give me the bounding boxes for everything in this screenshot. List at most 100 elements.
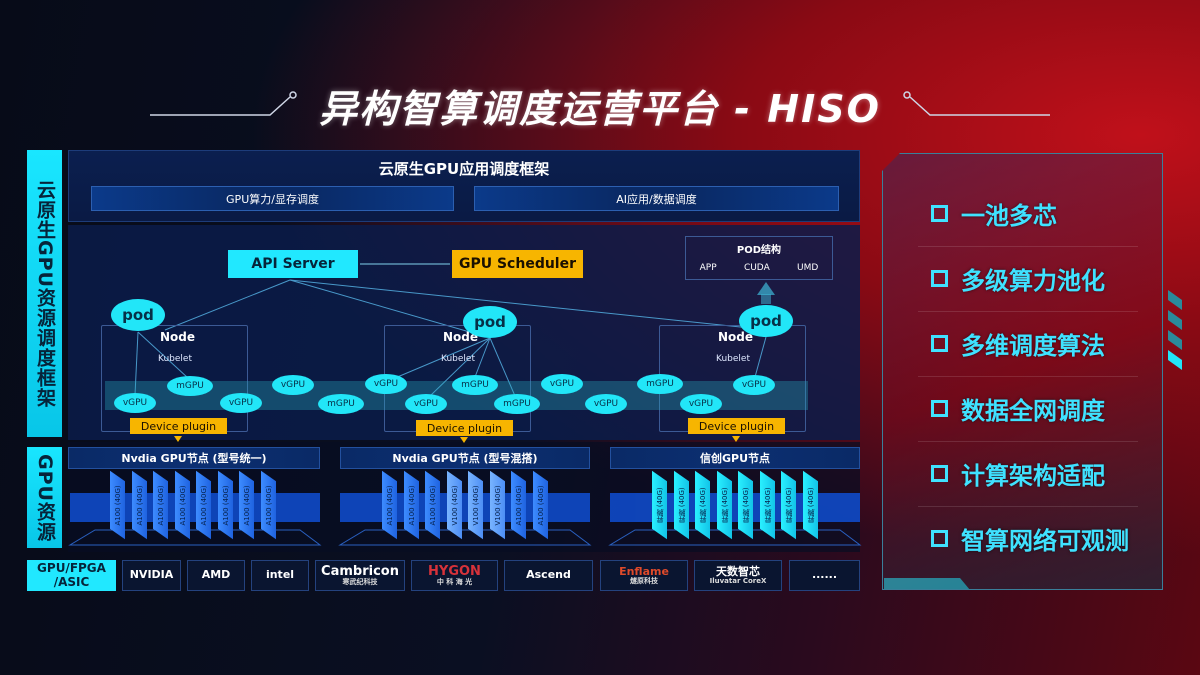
gpu-chip: 昇腾 (40G) [781,470,796,540]
feature-label: 一池多芯 [961,202,1057,230]
vendor-logo-: 天数智芯 Iluvatar CoreX [694,560,782,591]
vendor-name: ...... [811,568,838,582]
gpu-chip-label: A100 (40G) [536,484,544,526]
gpu-chip-label: 昇腾 (40G) [784,486,793,524]
gpu-chip-label: A100 (40G) [113,484,122,526]
gpu-chip-label: A100 (40G) [178,484,186,526]
divider [918,506,1138,507]
gpu-chip-label: A100 (40G) [385,484,394,526]
device-plugin-box: Device plugin [130,418,227,434]
pod-structure-title: POD结构 [736,245,782,256]
gpu-chip: 昇腾 (40G) [759,470,775,540]
gpu-chip-label: 昇腾 (40G) [806,486,814,524]
vendor-name: 天数智芯 [716,564,760,578]
gpu-chip: 昇腾 (40G) [716,470,732,540]
mgpu-unit: mGPU [167,376,213,396]
feature-item: 一池多芯 [931,196,1057,231]
pod-ellipse: pod [111,299,165,331]
resources-side-label: GPU资源 [27,447,62,548]
pod-item: UMD [797,263,819,273]
gpu-chip-label: 昇腾 (40G) [677,486,685,524]
gpu-chip: A100 (40G) [110,470,125,540]
vendor-logo-amd: AMD [187,560,245,591]
vendor-name: NVIDIA [129,568,174,582]
gpu-chip-label: 昇腾 (40G) [763,486,771,524]
gpu-node-header: Nvdia GPU节点 (型号混搭) [340,447,590,469]
gpu-chip: A100 (40G) [382,470,397,540]
feature-item: 多维调度算法 [931,326,1105,361]
gpu-chip-label: A100 (40G) [514,484,523,526]
gpu-chip: 昇腾 (40G) [652,470,667,540]
ai-data-scheduling-bar: AI应用/数据调度 [474,186,839,211]
gpu-chip-label: 昇腾 (40G) [655,486,664,524]
mgpu-unit: mGPU [318,394,364,414]
divider [918,246,1138,247]
vgpu-unit: vGPU [541,374,583,394]
vendor-logo-ascend: Ascend [504,560,593,591]
divider [918,376,1138,377]
kubelet-label: Kubelet [441,354,475,364]
gpu-chip-label: V100 (40G) [450,484,458,526]
gpu-chip: 昇腾 (40G) [738,470,753,540]
gpu-chip-label: 昇腾 (40G) [720,486,728,524]
vendor-name: Cambricon [321,563,399,579]
kubelet-label: Kubelet [158,354,192,364]
checkbox-square-icon [931,465,948,482]
pod-structure-box: POD结构 APP CUDA UMD [685,236,833,280]
feature-label: 多维调度算法 [961,332,1105,360]
hardware-label: GPU/FPGA /ASIC [27,560,116,591]
gpu-chip-label: A100 (40G) [199,484,208,526]
gpu-chip: A100 (40G) [153,470,168,540]
vendor-subtitle: 燧原科技 [630,576,658,585]
pod-item: APP [699,263,717,273]
gpu-chip-label: A100 (40G) [221,484,229,526]
checkbox-square-icon [931,400,948,417]
feature-item: 多级算力池化 [931,261,1105,296]
vgpu-unit: vGPU [585,394,627,414]
gpu-chip: A100 (40G) [511,470,526,540]
vgpu-unit: vGPU [114,393,156,413]
vendor-name: intel [265,568,295,582]
mgpu-unit: mGPU [494,394,540,414]
vendor-logo-nvidia: NVIDIA [122,560,181,591]
feature-label: 多级算力池化 [961,267,1105,295]
feature-item: 数据全网调度 [931,391,1105,426]
mgpu-unit: mGPU [637,374,683,394]
features-panel: 一池多芯 多级算力池化 多维调度算法 数据全网调度 计算架构适配 智算网络可观测 [882,153,1163,590]
gpu-chip: A100 (40G) [403,470,419,540]
gpu-scheduler-box: GPU Scheduler [452,250,583,278]
gpu-chip-label: A100 (40G) [428,484,437,526]
gpu-chip: V100 (40G) [468,470,483,540]
feature-item: 智算网络可观测 [931,521,1129,556]
page-title: 异构智算调度运营平台 - HISO [319,87,881,131]
device-plugin-box: Device plugin [688,418,785,434]
gpu-chip: A100 (40G) [174,470,190,540]
device-plugin-box: Device plugin [416,420,513,436]
gpu-chip-label: 昇腾 (40G) [741,486,750,524]
gpu-chip-label: V100 (40G) [493,484,501,526]
feature-label: 数据全网调度 [961,397,1105,425]
gpu-node-header: 信创GPU节点 [610,447,860,469]
node-label: Node [718,330,754,344]
vgpu-unit: vGPU [733,375,775,395]
checkbox-square-icon [931,270,948,287]
mgpu-unit: mGPU [452,375,498,395]
vendor-subtitle: 中 科 海 光 [436,577,473,586]
gpu-chip-label: 昇腾 (40G) [698,486,707,524]
gpu-chip-label: V100 (40G) [471,484,480,526]
node-box: Node Kubelet [659,325,806,432]
vgpu-unit: vGPU [220,393,262,413]
vendor-logo-: ...... [789,560,860,591]
gpu-chip: A100 (40G) [260,470,276,540]
pod-ellipse: pod [463,306,517,338]
gpu-chip-label: A100 (40G) [135,484,143,526]
gpu-chip-label: A100 (40G) [242,484,251,526]
gpu-chip-label: A100 (40G) [407,484,415,526]
vgpu-unit: vGPU [405,394,447,414]
vendor-logo-enflame: Enflame 燧原科技 [600,560,688,591]
gpu-chip-label: A100 (40G) [156,484,165,526]
gpu-chip: V100 (40G) [489,470,505,540]
gpu-chip: A100 (40G) [217,470,233,540]
gpu-chip: A100 (40G) [131,470,147,540]
kubelet-label: Kubelet [716,354,750,364]
